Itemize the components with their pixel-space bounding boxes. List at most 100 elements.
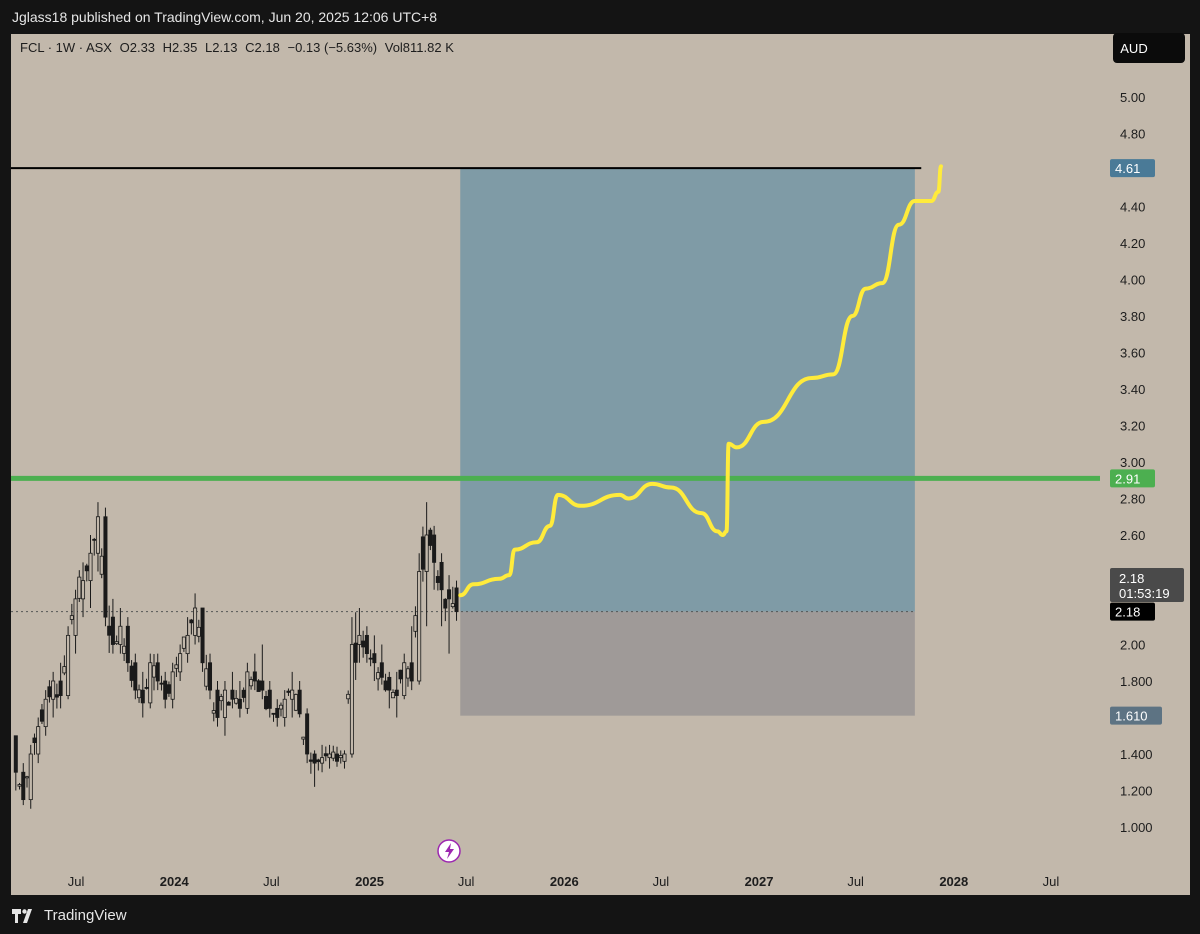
projection-path[interactable] — [458, 164, 943, 598]
candle-body[interactable] — [308, 759, 313, 762]
candle-body[interactable] — [409, 662, 414, 682]
candle-body[interactable] — [338, 755, 343, 759]
candle-body[interactable] — [32, 737, 37, 744]
candle-body[interactable] — [454, 587, 459, 613]
candle-body[interactable] — [39, 709, 44, 722]
candle-body[interactable] — [114, 641, 119, 645]
candle-body[interactable] — [17, 784, 22, 787]
candle-body[interactable] — [77, 576, 82, 599]
candle-body[interactable] — [398, 669, 403, 680]
candle-body[interactable] — [305, 713, 310, 755]
candle-body[interactable] — [81, 580, 86, 600]
candle-body[interactable] — [211, 710, 216, 714]
candle-body[interactable] — [129, 665, 134, 681]
candle-body[interactable] — [47, 686, 52, 698]
candle-body[interactable] — [185, 634, 190, 655]
candle-body[interactable] — [383, 680, 388, 691]
candle-body[interactable] — [151, 665, 156, 678]
candle-body[interactable] — [13, 735, 18, 773]
candle-body[interactable] — [357, 634, 362, 645]
candle-body[interactable] — [443, 598, 448, 609]
candle-body[interactable] — [297, 689, 302, 715]
candle-body[interactable] — [245, 671, 250, 709]
candle-body[interactable] — [103, 516, 108, 618]
candle-body[interactable] — [417, 571, 422, 682]
candle-body[interactable] — [335, 753, 340, 762]
candle-body[interactable] — [204, 668, 209, 687]
candle-body[interactable] — [230, 689, 235, 700]
legend-symbol[interactable]: FCL · 1W · ASX — [20, 40, 112, 55]
candle-body[interactable] — [278, 704, 283, 710]
candle-body[interactable] — [189, 619, 194, 624]
candle-body[interactable] — [435, 576, 440, 583]
candle-body[interactable] — [346, 693, 351, 700]
candle-body[interactable] — [312, 753, 317, 764]
currency-button[interactable]: AUD — [1113, 33, 1185, 63]
candle-body[interactable] — [66, 634, 71, 696]
candle-body[interactable] — [155, 662, 160, 682]
candle-body[interactable] — [361, 640, 366, 648]
candle-body[interactable] — [271, 712, 276, 715]
candle-body[interactable] — [282, 698, 287, 718]
candle-body[interactable] — [342, 753, 347, 762]
candle-body[interactable] — [25, 776, 30, 779]
candle-body[interactable] — [349, 644, 354, 755]
candle-body[interactable] — [290, 689, 295, 700]
target-zone[interactable] — [460, 168, 915, 612]
candle-body[interactable] — [249, 679, 254, 687]
stop-zone[interactable] — [460, 611, 915, 716]
candle-body[interactable] — [439, 561, 444, 591]
candle-body[interactable] — [196, 626, 201, 637]
candle-body[interactable] — [193, 607, 198, 636]
candle-body[interactable] — [170, 671, 175, 700]
candle-body[interactable] — [320, 757, 325, 764]
candle-body[interactable] — [88, 552, 93, 582]
candle-body[interactable] — [402, 662, 407, 696]
candle-body[interactable] — [219, 696, 224, 702]
candle-body[interactable] — [368, 657, 373, 660]
candle-body[interactable] — [428, 529, 433, 546]
candle-body[interactable] — [208, 662, 213, 691]
candle-body[interactable] — [137, 689, 142, 699]
candle-body[interactable] — [331, 751, 336, 759]
candle-body[interactable] — [267, 689, 272, 709]
candle-body[interactable] — [405, 668, 410, 679]
candle-body[interactable] — [222, 689, 227, 718]
candle-body[interactable] — [353, 642, 358, 663]
candle-body[interactable] — [28, 753, 33, 801]
candle-body[interactable] — [226, 701, 231, 706]
candle-body[interactable] — [122, 645, 127, 654]
candle-body[interactable] — [391, 692, 396, 699]
candle-body[interactable] — [178, 653, 183, 673]
candle-body[interactable] — [420, 536, 425, 570]
candle-body[interactable] — [43, 698, 48, 728]
candle-body[interactable] — [260, 680, 265, 691]
candle-body[interactable] — [62, 666, 67, 674]
candle-body[interactable] — [73, 598, 78, 636]
candle-body[interactable] — [36, 726, 41, 755]
candle-body[interactable] — [107, 625, 112, 636]
candle-body[interactable] — [215, 689, 220, 718]
candle-body[interactable] — [275, 707, 280, 718]
candle-body[interactable] — [174, 664, 179, 669]
candle-body[interactable] — [394, 689, 399, 696]
candle-body[interactable] — [387, 676, 392, 691]
candle-body[interactable] — [237, 698, 242, 709]
candle-body[interactable] — [144, 687, 149, 689]
candle-body[interactable] — [92, 538, 97, 541]
candle-body[interactable] — [234, 697, 239, 704]
candle-body[interactable] — [447, 589, 452, 600]
brand[interactable]: TradingView — [12, 907, 127, 924]
candle-body[interactable] — [54, 694, 59, 698]
candle-body[interactable] — [181, 636, 186, 649]
candle-body[interactable] — [424, 534, 429, 572]
candle-body[interactable] — [376, 672, 381, 680]
candle-body[interactable] — [99, 555, 104, 575]
candle-body[interactable] — [327, 753, 332, 759]
candle-body[interactable] — [118, 625, 123, 645]
candle-body[interactable] — [84, 565, 89, 572]
candle-body[interactable] — [95, 516, 100, 554]
candle-body[interactable] — [166, 684, 171, 694]
lightning-icon[interactable] — [445, 843, 454, 859]
